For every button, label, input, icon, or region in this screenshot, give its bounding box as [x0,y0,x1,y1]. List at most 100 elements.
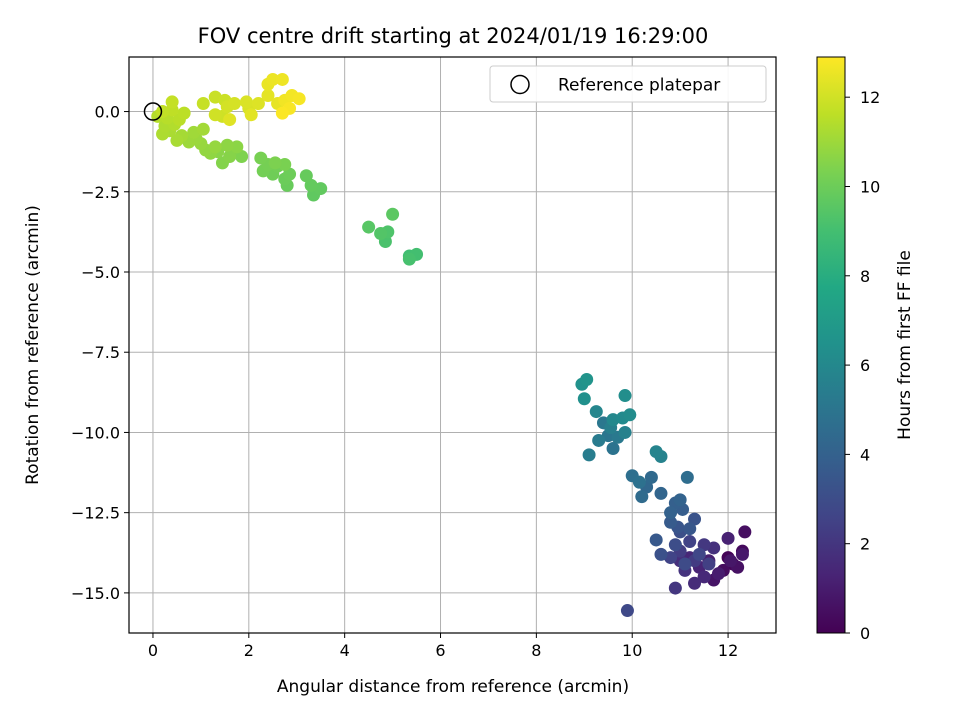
y-tick-label: −2.5 [81,183,120,202]
data-point [678,557,692,571]
data-point [735,547,749,561]
colorbar-ticks: 0 2 4 6 8 10 12 [845,88,880,643]
x-tick-label: 10 [622,641,642,660]
data-point [688,512,702,526]
colorbar-tick-label: 8 [860,267,870,286]
x-tick-label: 4 [340,641,350,660]
data-point [649,533,663,547]
data-point [254,151,268,165]
data-point [673,493,687,507]
data-point [278,157,292,171]
data-point [738,525,752,539]
data-point [654,547,668,561]
data-point [196,97,210,111]
data-point [721,531,735,545]
data-point [635,490,649,504]
data-point [196,122,210,136]
data-point [402,252,416,266]
data-point [227,97,241,111]
colorbar-tick-label: 10 [860,177,880,196]
scatter-points [151,72,752,618]
data-point [223,113,237,127]
data-point [165,95,179,109]
data-point [649,445,663,459]
x-axis-ticks: 0 2 4 6 8 10 12 [148,633,738,660]
x-tick-label: 2 [244,641,254,660]
y-tick-label: −5.0 [81,263,120,282]
data-point [711,567,725,581]
x-tick-label: 12 [718,641,738,660]
plot-frame [128,56,777,634]
data-point [275,106,289,120]
legend-marker [510,74,530,95]
data-point [261,89,275,103]
data-point [208,140,222,154]
data-point [692,547,706,561]
data-point [668,538,682,552]
data-point [220,138,234,152]
data-point [275,72,289,86]
data-point [244,108,258,122]
data-point [683,535,697,549]
colorbar [816,56,846,634]
data-point [208,108,222,122]
data-point [292,92,306,106]
legend-box [489,65,767,103]
data-point [654,486,668,500]
x-tick-label: 6 [435,641,445,660]
data-point [582,448,596,462]
colorbar-tick-label: 2 [860,535,870,554]
data-point [592,433,606,447]
colorbar-label: Hours from first FF file [895,250,915,440]
data-point [580,372,594,386]
data-point [177,106,191,120]
data-point [266,72,280,86]
data-point [283,167,297,181]
data-point [644,470,658,484]
y-tick-label: −15.0 [71,584,120,603]
data-point [577,392,591,406]
data-point [239,95,253,109]
data-point [680,470,694,484]
data-point [299,169,313,183]
y-tick-label: −7.5 [81,343,120,362]
colorbar-tick-label: 4 [860,445,870,464]
y-tick-label: 0.0 [95,103,120,122]
chart-title: FOV centre drift starting at 2024/01/19 … [198,24,709,48]
y-tick-label: −12.5 [71,504,120,523]
data-point [688,576,702,590]
data-point [362,220,376,234]
data-point [697,570,711,584]
data-point [620,604,634,618]
data-point [618,389,632,403]
legend-entry-reference-platepar: Reference platepar [558,76,720,96]
reference-platepar-marker [143,102,163,121]
data-point [702,557,716,571]
data-point [606,441,620,455]
data-point [632,475,646,489]
data-point [304,178,318,192]
data-point [156,105,170,119]
data-point [697,538,711,552]
y-axis-label: Rotation from reference (arcmin) [23,205,43,485]
data-point [223,149,237,163]
data-point [606,413,620,427]
data-point [386,207,400,221]
colorbar-tick-label: 6 [860,356,870,375]
data-point [664,506,678,520]
data-point [623,408,637,422]
data-point [668,581,682,595]
data-point [723,554,737,568]
data-point [618,425,632,439]
data-point [683,522,697,536]
data-point [251,97,265,111]
data-point [170,133,184,147]
data-point [664,515,678,529]
data-point [235,149,249,163]
y-tick-label: −10.0 [71,423,120,442]
y-axis-ticks: 0.0 −2.5 −5.0 −7.5 −10.0 −12.5 −15.0 [71,103,129,603]
colorbar-tick-label: 0 [860,624,870,643]
x-tick-label: 0 [148,641,158,660]
legend: Reference platepar [489,65,767,103]
